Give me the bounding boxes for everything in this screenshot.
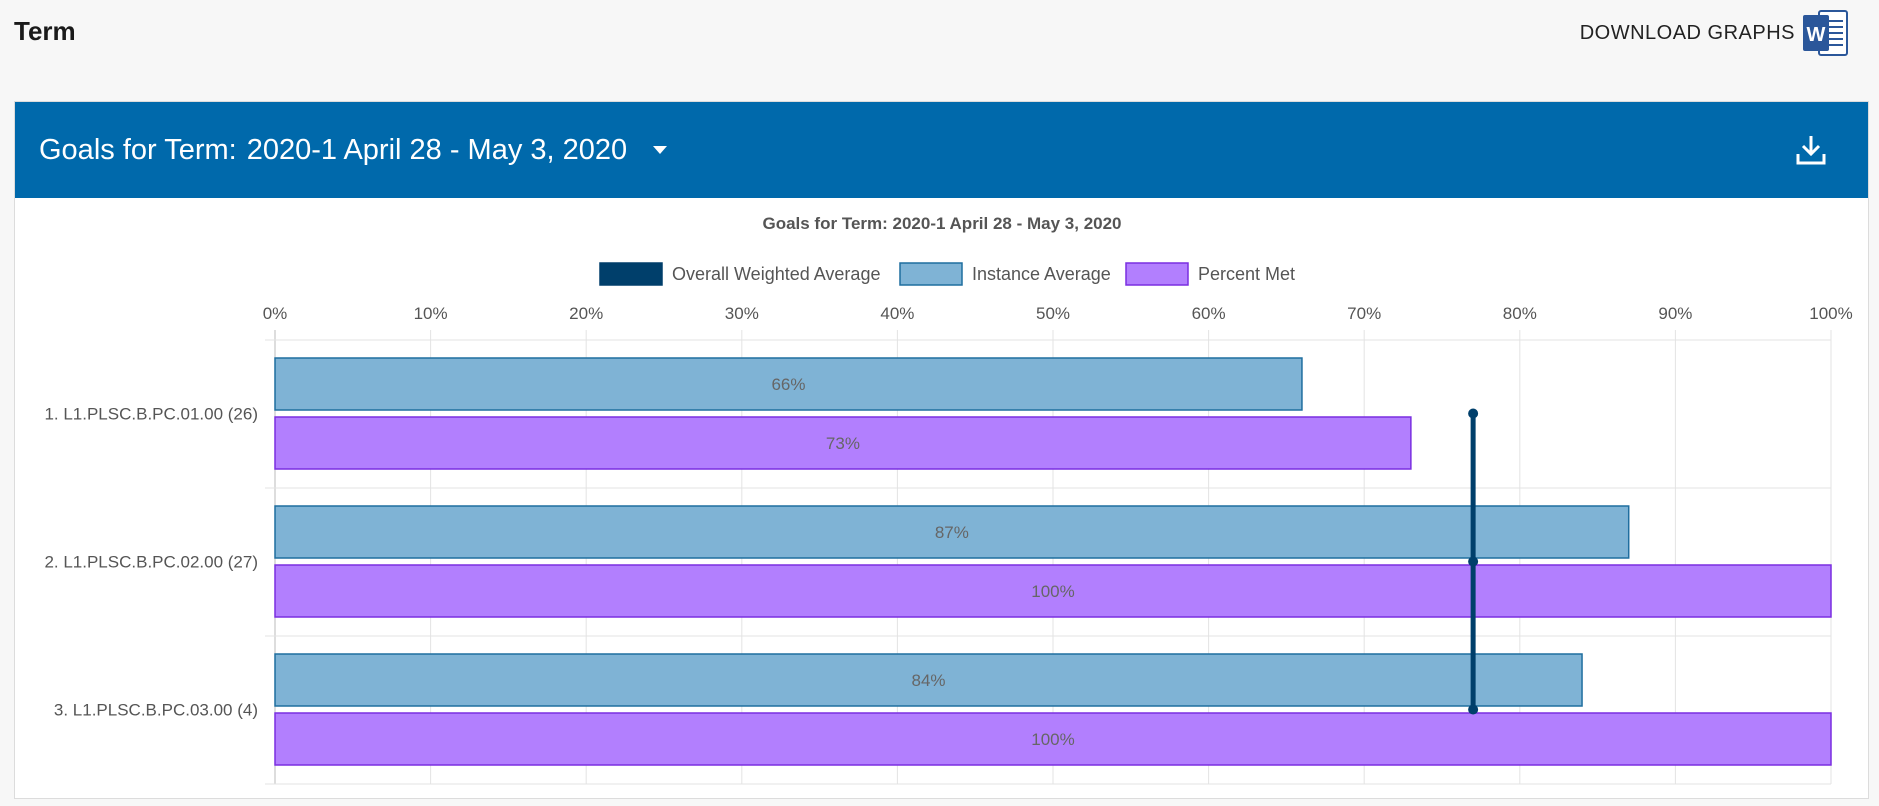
goals-panel: Goals for Term: 2020-1 April 28 - May 3,… (14, 101, 1869, 799)
overall-average-point (1468, 556, 1479, 567)
x-tick-label: 50% (1036, 304, 1070, 323)
y-category-label: 2. L1.PLSC.B.PC.02.00 (27) (44, 553, 258, 572)
legend-swatch-2 (1125, 262, 1189, 286)
x-tick-label: 70% (1347, 304, 1381, 323)
word-document-icon: W (1803, 10, 1848, 56)
panel-header: Goals for Term: 2020-1 April 28 - May 3,… (15, 102, 1868, 198)
y-axis-labels: 1. L1.PLSC.B.PC.01.00 (26) 2. L1.PLSC.B.P… (44, 405, 258, 720)
term-selector[interactable]: 2020-1 April 28 - May 3, 2020 (246, 133, 628, 166)
bar-percent-met (274, 712, 1832, 766)
x-axis-ticks: 0% 10% 20% 30% 40% 50% 60% 70% 80% 90% 100% (263, 304, 1853, 323)
chart-title: Goals for Term: 2020-1 April 28 - May 3,… (762, 214, 1121, 233)
bar-percent-met (274, 564, 1832, 618)
bar-label-percent: 100% (1031, 730, 1074, 749)
download-icon[interactable] (1792, 131, 1830, 169)
panel-heading: Goals for Term: 2020-1 April 28 - May 3,… (39, 102, 669, 198)
download-graphs-button[interactable]: DOWNLOAD GRAPHS W (1580, 7, 1853, 59)
x-tick-label: 80% (1503, 304, 1537, 323)
bar-label-instance: 66% (771, 375, 805, 394)
x-tick-label: 30% (725, 304, 759, 323)
word-icon-letter: W (1807, 24, 1826, 46)
x-tick-label: 90% (1658, 304, 1692, 323)
x-tick-label: 0% (263, 304, 288, 323)
bar-label-percent: 73% (826, 434, 860, 453)
legend-label-2: Percent Met (1198, 264, 1295, 284)
legend-swatch-0 (599, 262, 663, 286)
page-title: Term (14, 16, 76, 46)
caret-down-icon[interactable] (651, 144, 669, 156)
legend-label-0: Overall Weighted Average (672, 264, 880, 284)
x-tick-label: 20% (569, 304, 603, 323)
legend-swatch-1 (899, 262, 963, 286)
overall-average-line (1468, 408, 1479, 715)
overall-average-point (1468, 704, 1479, 715)
bar-percent-met (274, 416, 1412, 470)
chart-legend: Overall Weighted Average Instance Average… (599, 262, 1295, 286)
x-tick-label: 10% (414, 304, 448, 323)
goals-chart: Goals for Term: 2020-1 April 28 - May 3,… (44, 214, 1853, 785)
chart-bars: 66% 73% 87% 100% 84% 100% (274, 357, 1832, 766)
bar-label-instance: 87% (935, 523, 969, 542)
x-tick-label: 40% (880, 304, 914, 323)
legend-label-1: Instance Average (972, 264, 1111, 284)
bar-label-instance: 84% (912, 671, 946, 690)
bar-instance-average (274, 505, 1630, 559)
y-category-label: 1. L1.PLSC.B.PC.01.00 (26) (44, 405, 258, 424)
x-tick-label: 60% (1192, 304, 1226, 323)
bar-instance-average (274, 357, 1303, 411)
heading-prefix: Goals for Term: (39, 133, 237, 166)
y-category-label: 3. L1.PLSC.B.PC.03.00 (4) (54, 701, 258, 720)
download-graphs-label: DOWNLOAD GRAPHS (1579, 21, 1795, 44)
x-tick-label: 100% (1809, 304, 1852, 323)
bar-instance-average (274, 653, 1583, 707)
overall-average-point (1468, 408, 1479, 419)
bar-label-percent: 100% (1031, 582, 1074, 601)
